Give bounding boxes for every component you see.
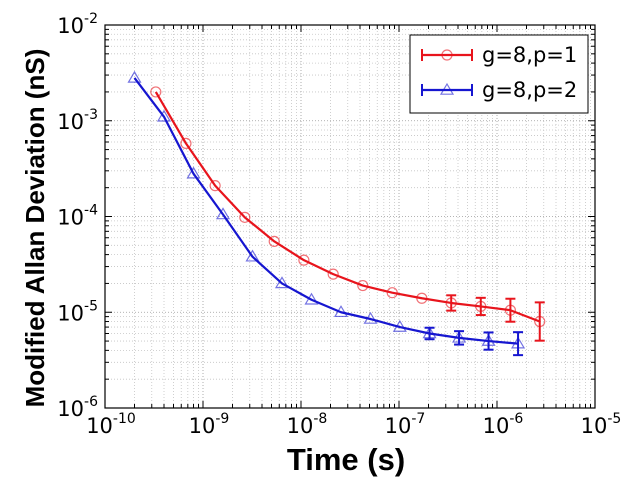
data-point bbox=[363, 311, 378, 324]
x-tick-label: 10-5 bbox=[581, 411, 622, 438]
data-point bbox=[357, 279, 369, 292]
data-point bbox=[441, 49, 453, 61]
data-point bbox=[392, 319, 407, 332]
data-point bbox=[156, 109, 172, 122]
x-tick-label: 10-9 bbox=[189, 411, 230, 438]
y-tick-label: 10-4 bbox=[57, 203, 98, 230]
data-point bbox=[304, 292, 319, 305]
data-point bbox=[186, 166, 201, 179]
data-point bbox=[209, 180, 221, 192]
data-point bbox=[150, 86, 162, 98]
data-point bbox=[333, 305, 349, 318]
legend-label: g=8,p=2 bbox=[482, 78, 577, 102]
data-point bbox=[274, 276, 290, 289]
series-line bbox=[133, 77, 519, 345]
data-point bbox=[386, 287, 398, 299]
data-point bbox=[180, 137, 192, 150]
y-axis-label: Modified Allan Deviation (nS) bbox=[20, 49, 50, 408]
legend-box bbox=[409, 34, 589, 114]
y-tick-label: 10-3 bbox=[57, 107, 98, 134]
data-point bbox=[239, 211, 251, 223]
data-point bbox=[439, 82, 455, 95]
data-point bbox=[245, 249, 260, 262]
y-tick-label: 10-6 bbox=[57, 394, 98, 421]
series-layer bbox=[127, 70, 546, 357]
data-point bbox=[416, 292, 428, 304]
x-tick-label: 10-8 bbox=[287, 411, 328, 438]
series-2 bbox=[127, 70, 526, 357]
y-tick-label: 10-2 bbox=[57, 11, 98, 38]
y-tick-label: 10-5 bbox=[57, 298, 98, 325]
data-point bbox=[298, 254, 310, 266]
x-axis-label: Time (s) bbox=[287, 442, 405, 477]
series-line bbox=[154, 91, 541, 323]
legend-label: g=8,p=1 bbox=[482, 43, 577, 67]
x-tick-label: 10-7 bbox=[385, 411, 426, 438]
x-tick-label: 10-6 bbox=[483, 411, 524, 438]
data-point bbox=[215, 207, 231, 220]
tick-labels: 10-10 10-9 10-8 10-7 10-6 10-5 10-6 10-5 10-4 10-… bbox=[57, 11, 621, 438]
data-point bbox=[268, 235, 280, 247]
series-1 bbox=[150, 86, 546, 342]
ticks bbox=[104, 24, 596, 409]
legend: g=8,p=1 g=8,p=2 bbox=[409, 34, 589, 114]
data-point bbox=[127, 70, 142, 83]
data-point bbox=[327, 268, 339, 280]
x-tick-label: 10-10 bbox=[86, 411, 136, 438]
